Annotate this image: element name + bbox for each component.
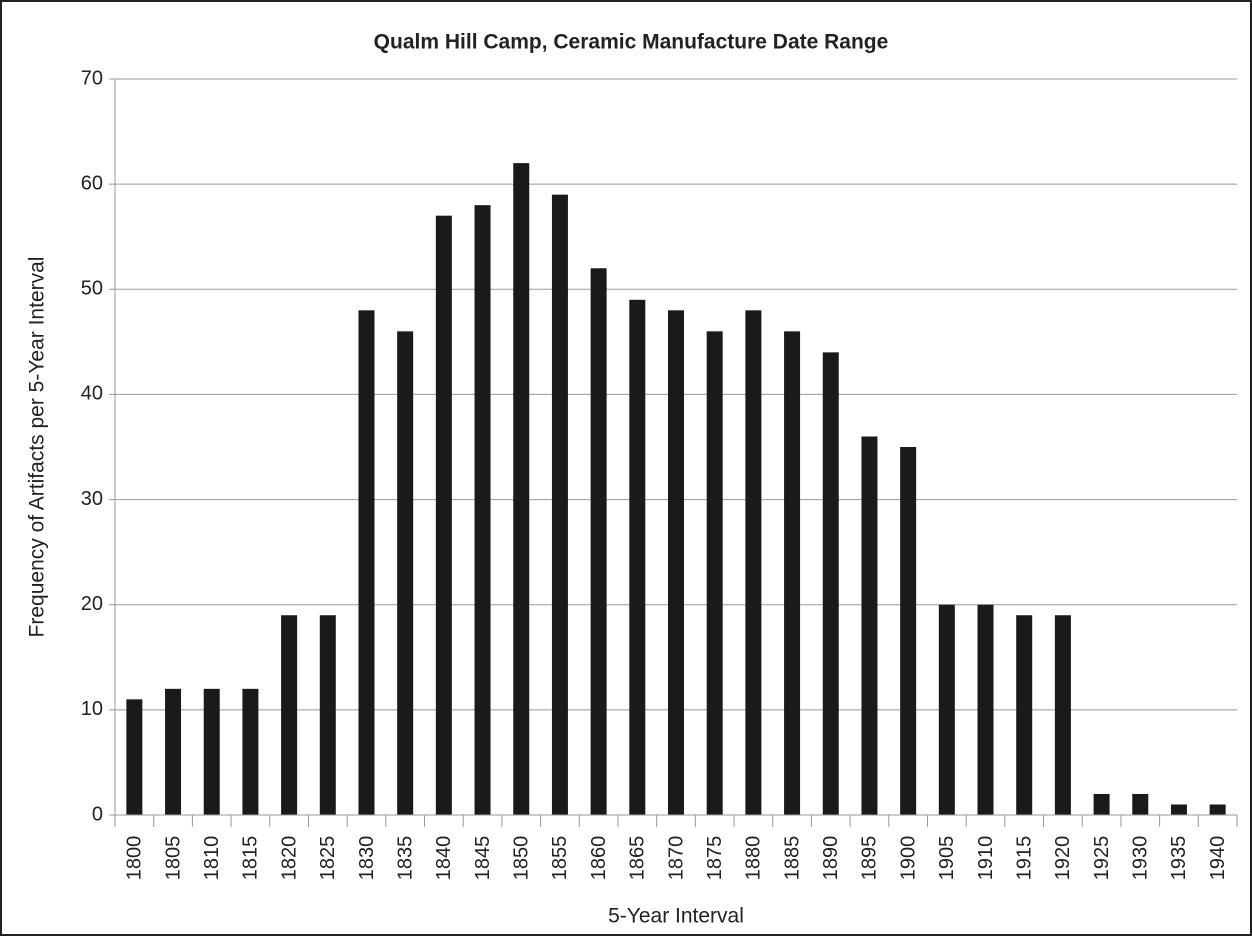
- x-tick-label: 1895: [859, 836, 881, 881]
- bar: [822, 352, 839, 815]
- x-tick-label: 1890: [820, 836, 842, 881]
- x-tick-label: 1885: [781, 836, 803, 881]
- bar: [126, 699, 143, 815]
- x-tick-label: 1820: [278, 836, 300, 881]
- bar: [397, 331, 414, 815]
- x-tick-label: 1930: [1130, 836, 1152, 881]
- bar: [513, 163, 530, 816]
- bar: [551, 194, 568, 815]
- y-tick-label: 20: [81, 593, 103, 615]
- x-tick-label: 1830: [356, 836, 378, 881]
- x-tick-label: 1880: [743, 836, 765, 881]
- bar: [938, 604, 955, 815]
- bar: [281, 615, 298, 815]
- x-tick-label: 1900: [897, 836, 919, 881]
- x-tick-label: 1855: [549, 836, 571, 881]
- x-tick-label: 1925: [1091, 836, 1113, 881]
- y-axis-title: Frequency of Artifacts per 5-Year Interv…: [26, 257, 49, 638]
- bar: [474, 205, 491, 815]
- bar: [1016, 615, 1033, 815]
- x-tick-label: 1920: [1052, 836, 1074, 881]
- bar: [861, 436, 878, 815]
- x-tick-label: 1850: [511, 836, 533, 881]
- bar: [1093, 793, 1110, 815]
- bar: [900, 447, 917, 815]
- x-tick-label: 1835: [394, 836, 416, 881]
- bar: [590, 268, 607, 815]
- x-tick-label: 1815: [240, 836, 262, 881]
- bar: [203, 688, 220, 815]
- y-tick-label: 60: [81, 172, 103, 194]
- x-tick-label: 1810: [201, 836, 223, 881]
- x-tick-label: 1865: [627, 836, 649, 881]
- bar: [1170, 804, 1187, 815]
- y-tick-label: 70: [81, 67, 103, 89]
- x-tick-label: 1840: [433, 836, 455, 881]
- bar: [319, 615, 336, 815]
- x-tick-label: 1875: [704, 836, 726, 881]
- bar: [165, 688, 182, 815]
- bar: [242, 688, 259, 815]
- x-axis-title: 5-Year Interval: [608, 905, 744, 928]
- x-tick-label: 1805: [162, 836, 184, 881]
- x-tick-label: 1915: [1013, 836, 1035, 881]
- y-tick-label: 10: [81, 698, 103, 720]
- y-tick-label: 40: [81, 383, 103, 405]
- bar: [1132, 793, 1149, 815]
- x-tick-label: 1940: [1207, 836, 1229, 881]
- bar: [358, 310, 375, 815]
- bar: [1054, 615, 1071, 815]
- chart-title: Qualm Hill Camp, Ceramic Manufacture Dat…: [374, 31, 889, 54]
- x-tick-label: 1910: [975, 836, 997, 881]
- bar: [784, 331, 801, 815]
- x-tick-label: 1825: [317, 836, 339, 881]
- bar: [745, 310, 762, 815]
- y-tick-label: 50: [81, 278, 103, 300]
- bar: [435, 215, 452, 815]
- bar: [668, 310, 684, 815]
- x-tick-label: 1860: [588, 836, 610, 881]
- bar: [1209, 804, 1226, 815]
- bar: [706, 331, 723, 815]
- y-tick-label: 0: [92, 803, 103, 825]
- x-tick-label: 1905: [936, 836, 958, 881]
- x-tick-label: 1870: [665, 836, 687, 881]
- y-tick-label: 30: [81, 488, 103, 510]
- x-tick-label: 1845: [472, 836, 494, 881]
- x-tick-label: 1935: [1168, 836, 1190, 881]
- bar: [977, 604, 994, 815]
- x-tick-label: 1800: [124, 836, 146, 881]
- bar: [629, 299, 646, 815]
